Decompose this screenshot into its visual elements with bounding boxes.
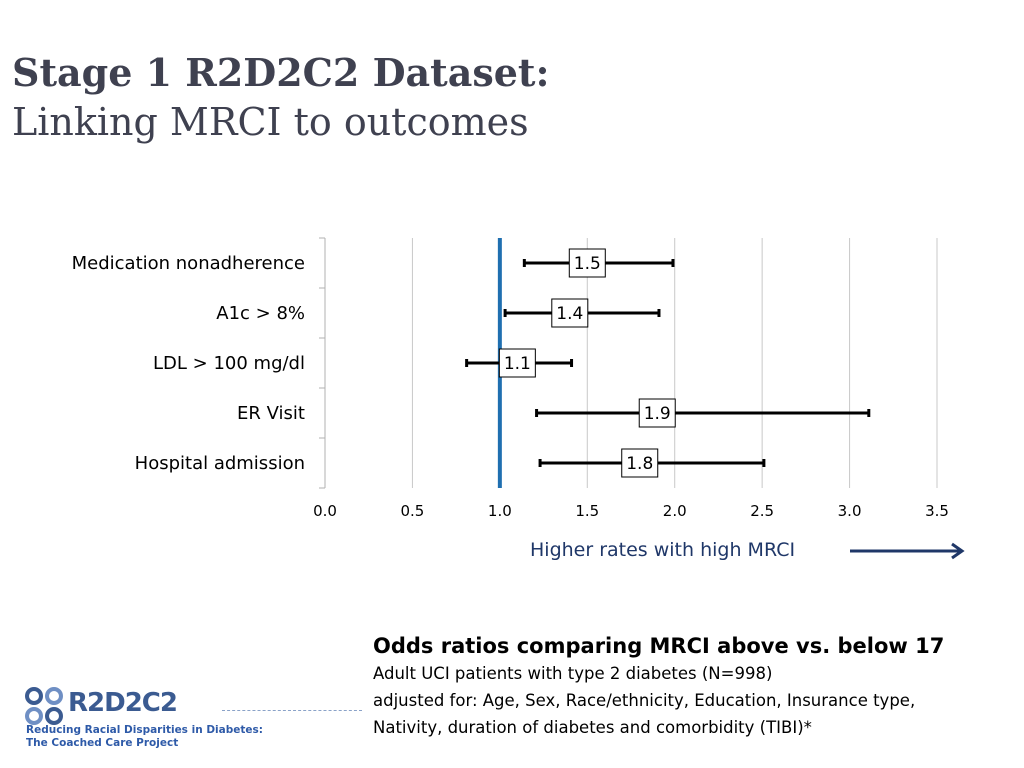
- estimate-box: [638, 398, 676, 428]
- logo-tagline-2: The Coached Care Project: [26, 737, 179, 749]
- note-heading: Odds ratios comparing MRCI above vs. bel…: [373, 634, 945, 658]
- estimate-label: 1.5: [574, 254, 601, 274]
- estimate-box: [568, 248, 606, 278]
- estimate-box: [621, 448, 659, 478]
- title-line-1: Stage 1 R2D2C2 Dataset:: [12, 50, 550, 95]
- right-arrow-icon: [850, 542, 965, 560]
- slide-title: Stage 1 R2D2C2 Dataset: Linking MRCI to …: [12, 48, 550, 146]
- r2d2c2-logo: R2D2C2 Reducing Racial Disparities in Di…: [22, 686, 362, 756]
- note-line-3: Nativity, duration of diabetes and comor…: [373, 718, 812, 737]
- note-line-2: adjusted for: Age, Sex, Race/ethnicity, …: [373, 691, 916, 710]
- x-tick-label: 0.0: [313, 502, 337, 520]
- estimate-label: 1.9: [644, 404, 671, 424]
- logo-tagline: Reducing Racial Disparities in Diabetes:…: [26, 724, 263, 750]
- x-tick-label: 0.5: [400, 502, 424, 520]
- x-tick-label: 2.5: [750, 502, 774, 520]
- note-line-1: Adult UCI patients with type 2 diabetes …: [373, 664, 773, 683]
- x-tick-label: 1.0: [488, 502, 512, 520]
- x-tick-label: 1.5: [575, 502, 599, 520]
- x-tick-label: 3.5: [925, 502, 949, 520]
- estimate-label: 1.8: [626, 454, 653, 474]
- x-tick-label: 2.0: [663, 502, 687, 520]
- direction-label: Higher rates with high MRCI: [530, 539, 796, 561]
- category-label: Medication nonadherence: [72, 253, 305, 274]
- estimate-label: 1.4: [556, 304, 583, 324]
- category-label: A1c > 8%: [216, 303, 305, 324]
- forest-plot: 0.0 0.5 1.0 1.5 2.0 2.5 3.0 3.5 Medication nonad…: [72, 237, 949, 520]
- title-line-2: Linking MRCI to outcomes: [12, 100, 529, 144]
- logo-brand: R2D2C2: [68, 688, 178, 718]
- category-label: ER Visit: [237, 403, 305, 424]
- puzzle-logo-icon: [25, 687, 63, 725]
- estimate-box: [551, 298, 589, 328]
- category-label: LDL > 100 mg/dl: [153, 353, 305, 374]
- logo-divider: [222, 710, 362, 711]
- chart-note: Odds ratios comparing MRCI above vs. bel…: [373, 632, 1018, 741]
- estimate-label: 1.1: [504, 354, 531, 374]
- x-tick-label: 3.0: [838, 502, 862, 520]
- category-label: Hospital admission: [135, 453, 305, 474]
- estimate-box: [498, 348, 536, 378]
- logo-tagline-1: Reducing Racial Disparities in Diabetes:: [26, 724, 263, 736]
